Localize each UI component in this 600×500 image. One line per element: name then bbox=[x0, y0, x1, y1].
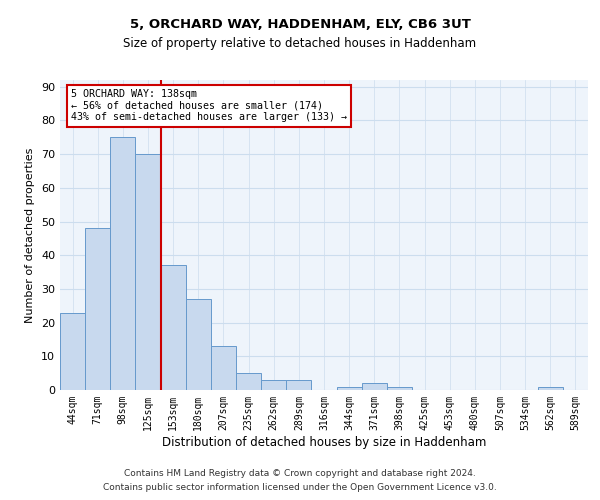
Bar bbox=[60, 312, 85, 390]
Text: 5 ORCHARD WAY: 138sqm
← 56% of detached houses are smaller (174)
43% of semi-det: 5 ORCHARD WAY: 138sqm ← 56% of detached … bbox=[71, 90, 347, 122]
Bar bbox=[387, 386, 412, 390]
Bar bbox=[136, 154, 161, 390]
Bar bbox=[161, 266, 186, 390]
Text: Contains HM Land Registry data © Crown copyright and database right 2024.: Contains HM Land Registry data © Crown c… bbox=[124, 468, 476, 477]
Bar bbox=[337, 386, 362, 390]
Y-axis label: Number of detached properties: Number of detached properties bbox=[25, 148, 35, 322]
Bar bbox=[362, 384, 387, 390]
X-axis label: Distribution of detached houses by size in Haddenham: Distribution of detached houses by size … bbox=[162, 436, 486, 448]
Text: Contains public sector information licensed under the Open Government Licence v3: Contains public sector information licen… bbox=[103, 484, 497, 492]
Text: Size of property relative to detached houses in Haddenham: Size of property relative to detached ho… bbox=[124, 38, 476, 51]
Bar bbox=[110, 138, 136, 390]
Text: 5, ORCHARD WAY, HADDENHAM, ELY, CB6 3UT: 5, ORCHARD WAY, HADDENHAM, ELY, CB6 3UT bbox=[130, 18, 470, 30]
Bar bbox=[211, 346, 236, 390]
Bar bbox=[236, 373, 261, 390]
Bar bbox=[85, 228, 110, 390]
Bar bbox=[286, 380, 311, 390]
Bar bbox=[538, 386, 563, 390]
Bar bbox=[261, 380, 286, 390]
Bar bbox=[186, 299, 211, 390]
